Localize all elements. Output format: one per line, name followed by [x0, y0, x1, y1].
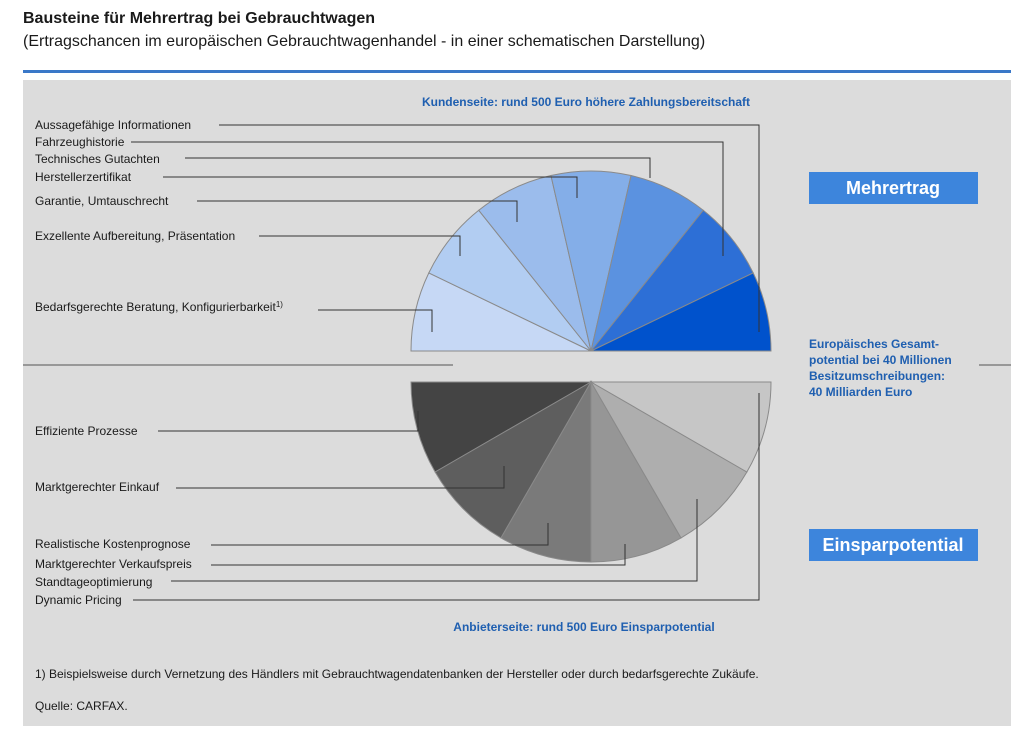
label-kostenprognose: Realistische Kostenprognose [35, 537, 191, 551]
bottom-pie-slice [410, 381, 593, 473]
einsparpotential-badge [809, 529, 978, 561]
footnote: 1) Beispielsweise durch Vernetzung des H… [35, 667, 759, 681]
side-note-line-2: potential bei 40 Millionen [809, 353, 952, 367]
label-herstellerzertifikat: Herstellerzertifikat [35, 170, 132, 184]
bottom-pie-slice [590, 380, 682, 563]
leader-line [158, 411, 419, 432]
label-aussagefaehige-informationen: Aussagefähige Informationen [35, 118, 191, 132]
bottom-pie-slice [589, 380, 748, 539]
diagram: Kundenseite: rund 500 Euro höhere Zahlun… [23, 95, 1011, 713]
leader-line [185, 157, 651, 178]
page-subtitle: (Ertragschancen im europäischen Gebrauch… [23, 33, 706, 50]
label-dynamic-pricing: Dynamic Pricing [35, 593, 122, 607]
leader-line [259, 235, 461, 256]
bottom-heading: Anbieterseite: rund 500 Euro Einsparpote… [453, 620, 714, 634]
diagram-panel: Kundenseite: rund 500 Euro höhere Zahlun… [23, 80, 1011, 726]
label-effiziente-prozesse: Effiziente Prozesse [35, 424, 138, 438]
mehrertrag-badge-label: Mehrertrag [846, 178, 940, 198]
top-leader-lines [131, 124, 760, 332]
label-aufbereitung: Exzellente Aufbereitung, Präsentation [35, 229, 235, 243]
side-note-line-4: 40 Milliarden Euro [809, 385, 912, 399]
top-pie-slice [590, 272, 772, 352]
leader-line [163, 176, 578, 198]
bottom-pie-slice [434, 380, 593, 539]
leader-line [211, 544, 626, 566]
leader-line [318, 309, 433, 332]
source: Quelle: CARFAX. [35, 699, 128, 713]
mehrertrag-badge [809, 172, 978, 204]
leader-line [211, 523, 549, 546]
label-technisches-gutachten: Technisches Gutachten [35, 152, 160, 166]
label-beratung-text: Bedarfsgerechte Beratung, Konfigurierbar… [35, 300, 276, 314]
leader-line [219, 124, 760, 332]
bottom-pie-slice [589, 381, 772, 473]
bottom-pie-slice [500, 380, 592, 563]
label-garantie: Garantie, Umtauschrecht [35, 194, 169, 208]
label-verkaufspreis: Marktgerechter Verkaufspreis [35, 557, 192, 571]
title-divider [23, 70, 1011, 73]
leader-line [197, 200, 518, 222]
label-marktgerechter-einkauf: Marktgerechter Einkauf [35, 480, 160, 494]
einsparpotential-badge-label: Einsparpotential [822, 535, 963, 555]
footnote-mark: 1) [276, 300, 283, 309]
top-half-pie [410, 170, 772, 352]
bottom-half-pie [410, 380, 772, 563]
bottom-leader-lines [133, 393, 760, 601]
title-block: Bausteine für Mehrertrag bei Gebrauchtwa… [23, 8, 1013, 54]
leader-line [133, 393, 760, 601]
leader-line [131, 141, 724, 256]
side-note-line-3: Besitzumschreibungen: [809, 369, 945, 383]
top-heading: Kundenseite: rund 500 Euro höhere Zahlun… [422, 95, 750, 109]
label-beratung: Bedarfsgerechte Beratung, Konfigurierbar… [35, 300, 283, 314]
side-note-line-1: Europäisches Gesamt- [809, 337, 939, 351]
leader-line [171, 499, 698, 582]
leader-line [176, 466, 505, 489]
label-standtageoptimierung: Standtageoptimierung [35, 575, 152, 589]
label-fahrzeughistorie: Fahrzeughistorie [35, 135, 125, 149]
page-title: Bausteine für Mehrertrag bei Gebrauchtwa… [23, 10, 376, 27]
